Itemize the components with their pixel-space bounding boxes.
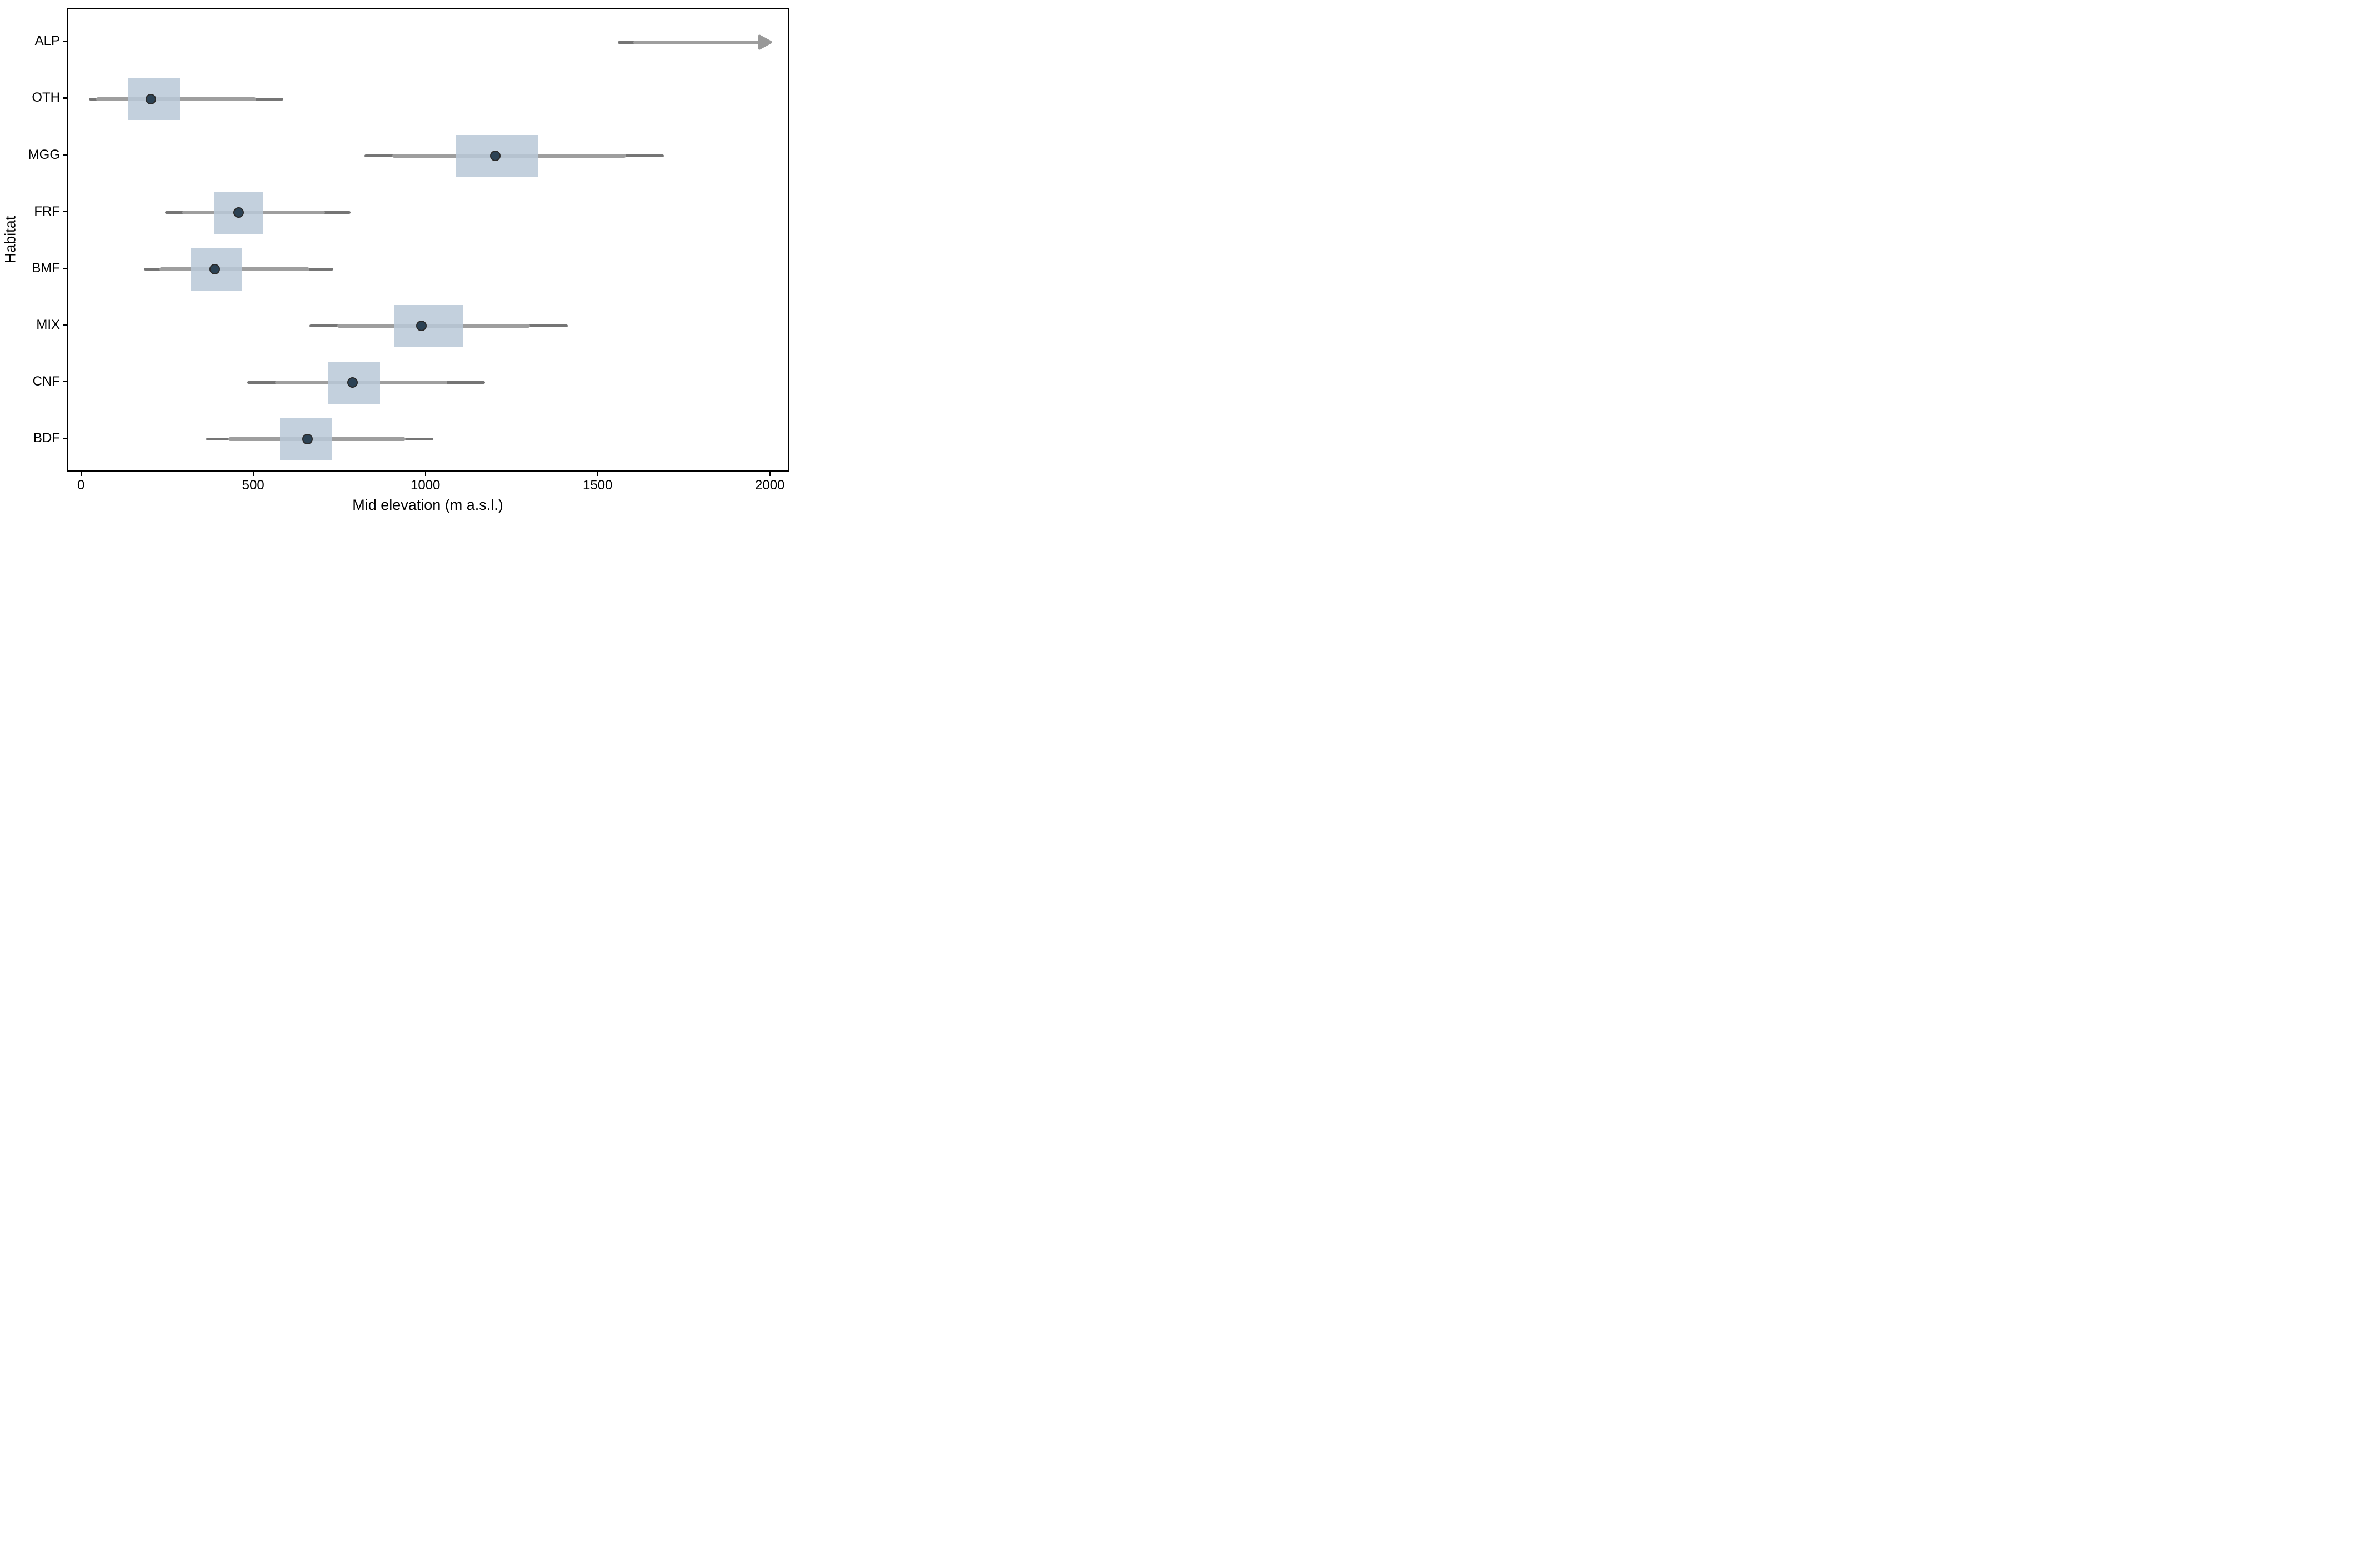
y-tick-label-CNF: CNF	[32, 373, 60, 389]
x-tick-label-1500: 1500	[582, 478, 613, 493]
arrow-right-icon	[758, 34, 772, 50]
x-tick-label-0: 0	[77, 478, 85, 493]
y-tick-mark-MGG	[63, 154, 67, 156]
x-tick-mark-500	[252, 472, 254, 476]
credible-box-MIX	[393, 304, 463, 347]
median-dot-MIX	[416, 321, 427, 332]
y-tick-label-MGG: MGG	[28, 147, 60, 162]
median-dot-OTH	[146, 93, 157, 104]
y-tick-label-BMF: BMF	[32, 260, 60, 276]
y-axis-title-text: Habitat	[2, 216, 19, 264]
y-axis-title: Habitat	[1, 8, 20, 472]
y-tick-mark-BMF	[63, 267, 67, 269]
y-tick-label-MIX: MIX	[36, 317, 60, 332]
y-tick-label-BDF: BDF	[33, 430, 60, 445]
x-tick-mark-2000	[769, 472, 771, 476]
y-tick-mark-BDF	[63, 437, 67, 439]
x-axis-title: Mid elevation (m a.s.l.)	[352, 497, 503, 513]
y-tick-label-FRF: FRF	[34, 203, 60, 219]
x-tick-label-2000: 2000	[754, 478, 785, 493]
median-dot-FRF	[233, 207, 244, 218]
x-tick-label-1000: 1000	[410, 478, 441, 493]
y-tick-label-OTH: OTH	[32, 90, 60, 106]
x-tick-mark-1500	[597, 472, 598, 476]
median-dot-BMF	[209, 264, 220, 275]
median-dot-BDF	[302, 434, 313, 445]
y-tick-mark-ALP	[63, 41, 67, 42]
median-dot-CNF	[347, 377, 358, 388]
figure: Habitat Mid elevation (m a.s.l.) ALP OTH M…	[0, 0, 793, 519]
thick-interval-ALP	[633, 40, 760, 44]
median-dot-MGG	[490, 150, 501, 161]
x-tick-mark-1000	[424, 472, 426, 476]
y-tick-mark-FRF	[63, 211, 67, 212]
plot-panel	[67, 8, 789, 472]
x-tick-mark-0	[80, 472, 82, 476]
y-tick-label-ALP: ALP	[34, 33, 60, 49]
y-tick-mark-CNF	[63, 381, 67, 382]
x-tick-label-500: 500	[242, 478, 264, 493]
y-tick-mark-OTH	[63, 97, 67, 99]
y-tick-mark-MIX	[63, 324, 67, 326]
